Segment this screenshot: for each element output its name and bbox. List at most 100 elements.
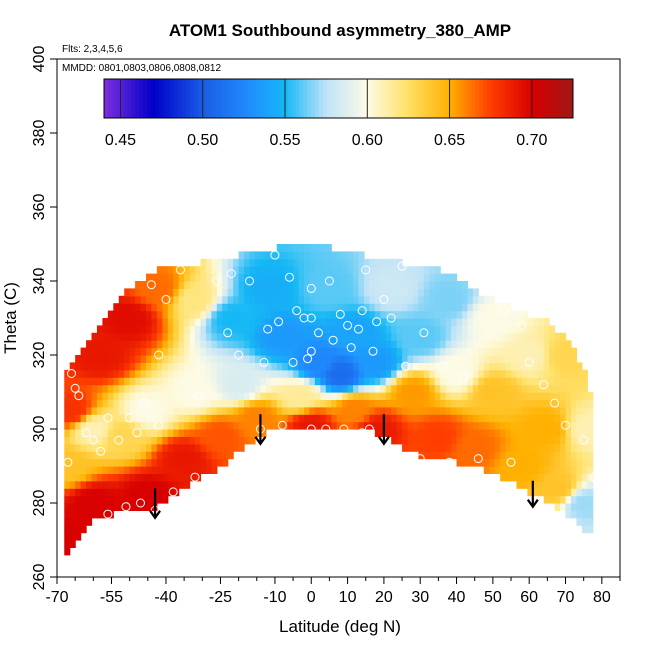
field-cell [347,340,354,349]
field-cell [124,458,131,467]
field-cell [233,295,240,304]
field-cell [145,406,153,415]
field-cell [500,436,507,445]
x-tick-label: -25 [209,589,232,606]
field-cell [222,281,229,289]
field-cell [124,362,131,371]
field-cell [412,347,420,356]
field-cell [282,421,289,430]
field-cell [494,303,501,312]
field-cell [265,347,272,356]
field-cell [363,303,370,312]
field-cell [385,384,392,393]
field-cell [478,399,485,408]
field-cell [113,303,120,312]
field-cell [222,377,229,386]
field-cell [244,392,251,400]
field-cell [222,421,229,430]
field-cell [298,266,305,275]
field-cell [320,258,327,267]
field-cell [195,369,202,378]
field-cell [511,355,518,363]
field-cell [107,406,114,415]
field-cell [385,355,392,363]
field-cell [282,347,289,356]
field-cell [570,480,578,489]
field-cell [222,288,229,297]
field-cell [80,443,87,452]
plot-frame [56,58,621,578]
field-cell [96,503,103,511]
field-cell [456,458,463,467]
field-cell [369,258,376,267]
field-cell [69,458,76,467]
field-cell [369,310,376,319]
field-cell [445,273,452,282]
field-cell [505,325,512,334]
field-cell [233,436,240,445]
field-cell [374,310,381,319]
field-cell [325,295,332,304]
field-cell [293,295,300,304]
field-cell [483,295,490,304]
field-cell [282,325,289,334]
field-cell [440,392,447,400]
field-cell [200,429,207,437]
observation-point [321,424,331,434]
field-cell [265,421,272,430]
field-cell [233,273,240,282]
field-cell [445,406,452,415]
field-cell [402,266,409,275]
field-cell [314,251,321,260]
field-cell [135,318,142,326]
field-cell [124,473,131,482]
colorbar-swatch [494,79,500,118]
field-cell [254,347,262,356]
field-cell [167,466,174,474]
field-cell [211,332,218,341]
field-cell [156,480,163,489]
field-cell [151,273,158,282]
field-cell [222,414,229,423]
field-cell [483,466,490,474]
field-cell [249,362,256,371]
field-cell [238,369,245,378]
field-cell [75,377,82,386]
field-cell [342,288,349,297]
field-cell [96,325,103,334]
field-cell [385,258,392,267]
field-cell [102,429,109,437]
field-cell [64,392,71,400]
field-cell [249,340,256,349]
colorbar-swatch [463,79,468,118]
field-cell [342,406,349,415]
field-cell [64,540,71,548]
field-cell [412,332,420,341]
field-cell [494,458,501,467]
field-cell [167,429,174,437]
field-cell [554,488,561,497]
field-cell [189,340,196,349]
field-cell [265,355,272,363]
field-cell [135,414,142,423]
field-cell [363,332,370,341]
field-cell [260,258,267,267]
field-cell [396,325,403,334]
field-cell [407,421,414,430]
observation-point [226,269,236,279]
field-cell [402,355,409,363]
field-cell [298,295,305,304]
field-cell [560,377,567,386]
field-cell [271,325,278,334]
field-cell [342,332,349,341]
field-cell [80,473,87,482]
field-cell [451,318,458,326]
field-cell [374,266,381,275]
field-cell [500,332,507,341]
field-cell [145,288,153,297]
field-cell [576,369,583,378]
field-cell [451,406,458,415]
field-cell [320,273,327,282]
colorbar-swatch [189,79,195,118]
field-cell [570,473,578,482]
